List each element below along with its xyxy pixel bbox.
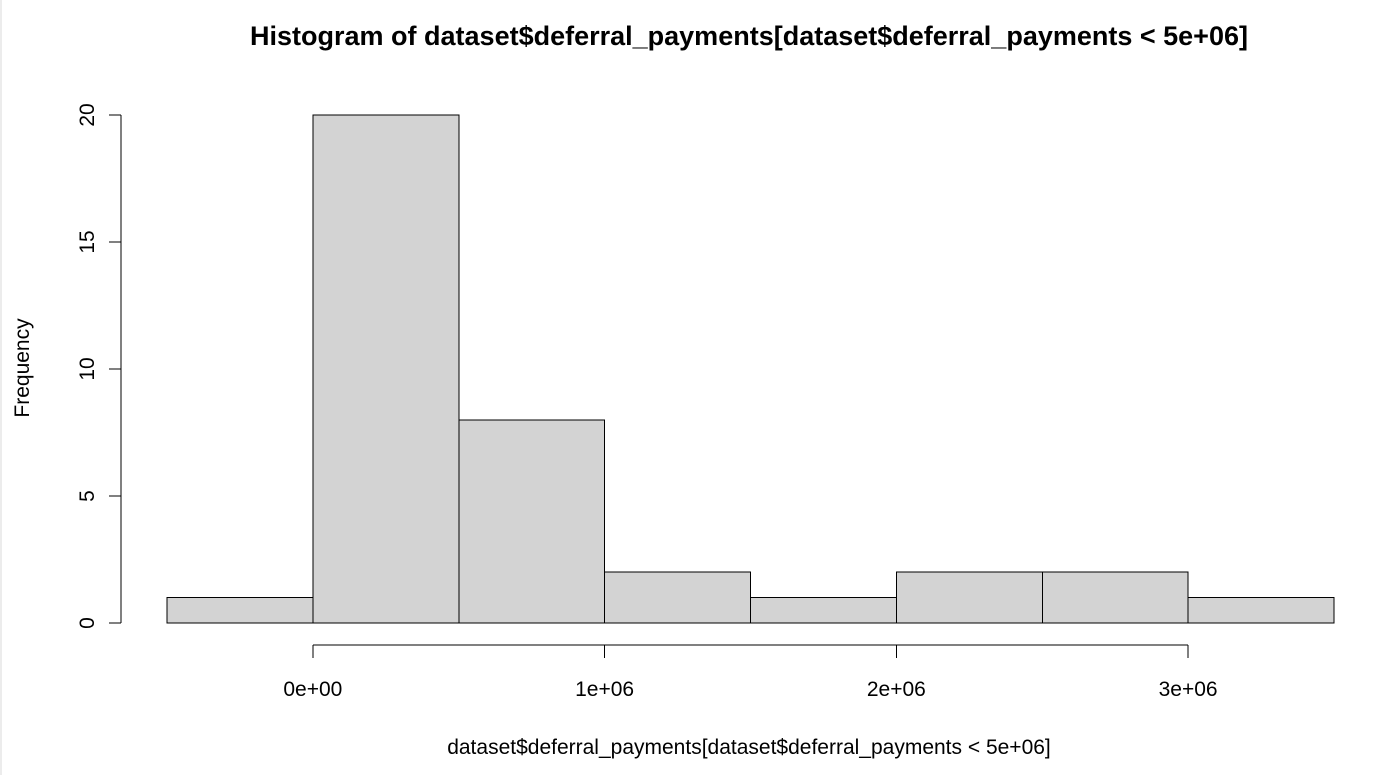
x-tick-label: 0e+00 xyxy=(283,678,342,701)
histogram-bar-5 xyxy=(750,597,897,624)
histogram-bar-2 xyxy=(312,114,460,624)
histogram-bar-7 xyxy=(1041,571,1189,624)
bars-group xyxy=(166,114,1335,624)
histogram-bar-8 xyxy=(1187,597,1335,624)
x-tick-label: 3e+06 xyxy=(1159,678,1218,701)
histogram-bar-4 xyxy=(604,571,751,624)
y-axis: 0 5 10 15 20 xyxy=(76,103,122,629)
y-tick-label: 10 xyxy=(76,357,99,380)
y-axis-label: Frequency xyxy=(11,318,34,418)
histogram-bar-1 xyxy=(166,597,314,624)
y-tick-label: 15 xyxy=(76,230,99,253)
x-axis-label: dataset$deferral_payments[dataset$deferr… xyxy=(447,736,1051,759)
y-tick-label: 20 xyxy=(76,103,99,126)
x-tick-label: 1e+06 xyxy=(575,678,634,701)
histogram-bar-6 xyxy=(895,571,1043,624)
chart-title: Histogram of dataset$deferral_payments[d… xyxy=(250,21,1248,51)
histogram-bar-3 xyxy=(458,419,606,624)
y-tick-label: 5 xyxy=(76,490,99,502)
x-tick-label: 2e+06 xyxy=(867,678,926,701)
x-axis: 0e+00 1e+06 2e+06 3e+06 xyxy=(283,644,1218,701)
y-tick-label: 0 xyxy=(76,617,99,629)
window-edge xyxy=(0,0,2,775)
